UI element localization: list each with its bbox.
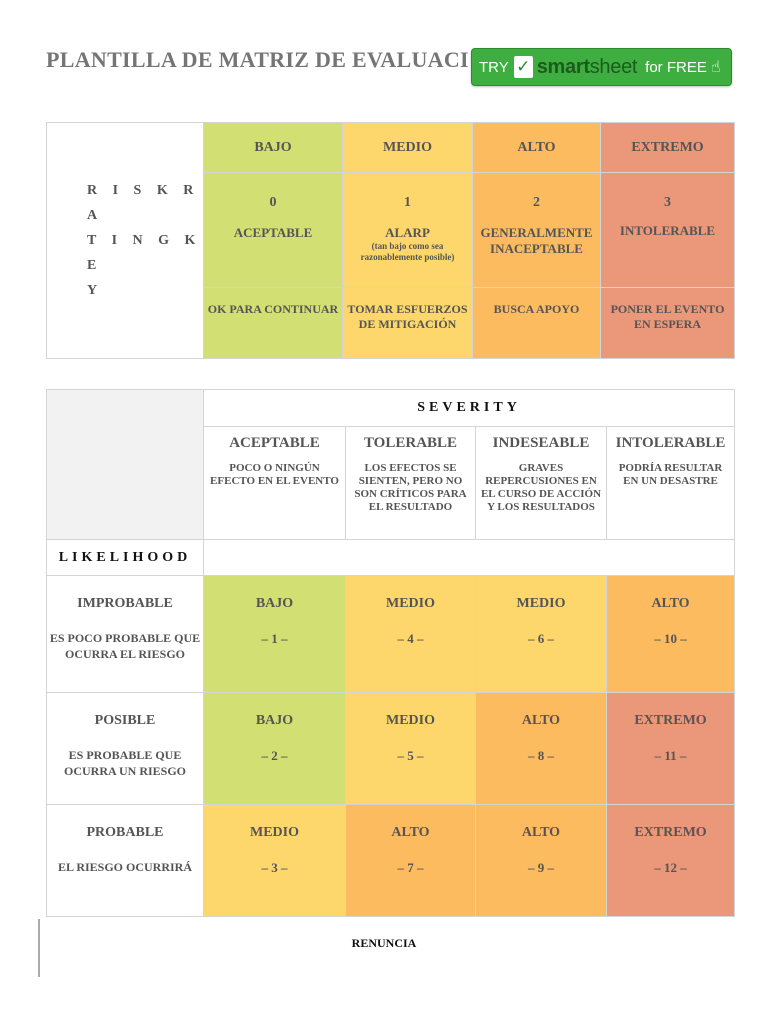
risk-matrix-table: SEVERITY ACEPTABLE POCO O NINGÚN EFECTO E…: [46, 389, 736, 917]
page-title: PLANTILLA DE MATRIZ DE EVALUACI: [46, 47, 469, 72]
matrix-cell: BAJO – 1 –: [203, 575, 346, 693]
likelihood-improbable: IMPROBABLE ES POCO PROBABLE QUE OCURRA EL…: [46, 575, 204, 693]
check-icon: ✓: [513, 56, 533, 78]
smartsheet-logo: smartsheet: [536, 55, 638, 78]
matrix-cell: MEDIO – 4 –: [345, 575, 476, 693]
key-action-extremo: PONER EL EVENTO EN ESPERA: [600, 287, 735, 359]
matrix-cell: MEDIO – 5 –: [345, 692, 476, 805]
matrix-corner-cell: [46, 389, 204, 540]
smartsheet-try-free-button[interactable]: TRY ✓ smartsheet for FREE ☝: [471, 48, 732, 86]
key-value-extremo: 3 INTOLERABLE: [600, 172, 735, 288]
likelihood-header: LIKELIHOOD: [46, 539, 204, 576]
key-level-alto: ALTO: [472, 122, 601, 173]
severity-header: SEVERITY: [202, 389, 736, 427]
disclaimer-heading: RENUNCIA: [351, 936, 417, 950]
likelihood-header-spacer: [202, 539, 736, 576]
matrix-cell: ALTO – 8 –: [475, 692, 607, 805]
matrix-cell: EXTREMO – 11 –: [605, 692, 736, 805]
hand-cursor-icon: ☝: [710, 59, 721, 76]
severity-aceptable: ACEPTABLE POCO O NINGÚN EFECTO EN EL EVEN…: [203, 426, 346, 540]
matrix-cell: ALTO – 9 –: [475, 804, 607, 917]
key-action-medio: TOMAR ESFUERZOS DE MITIGACIÓN: [342, 287, 473, 359]
banner-free-label: for FREE: [645, 58, 707, 76]
key-level-extremo: EXTREMO: [600, 122, 735, 173]
likelihood-posible: POSIBLE ES PROBABLE QUE OCURRA UN RIESGO: [46, 692, 204, 805]
key-value-alto: 2 GENERALMENTE INACEPTABLE: [472, 172, 601, 288]
matrix-cell: ALTO – 10 –: [605, 575, 736, 693]
key-action-bajo: OK PARA CONTINUAR: [203, 287, 343, 359]
key-value-medio: 1 ALARP (tan bajo como sea razonablemente …: [342, 172, 473, 288]
severity-intolerable: INTOLERABLE PODRÍA RESULTAR EN UN DESASTR…: [605, 426, 736, 540]
matrix-cell: MEDIO – 6 –: [475, 575, 607, 693]
banner-try-label: TRY: [479, 58, 509, 76]
severity-tolerable: TOLERABLE LOS EFECTOS SE SIENTEN, PERO NO…: [345, 426, 476, 540]
key-level-medio: MEDIO: [342, 122, 473, 173]
matrix-cell: MEDIO – 3 –: [203, 804, 346, 917]
severity-indeseable: INDESEABLE GRAVES REPERCUSIONES EN EL CUR…: [475, 426, 607, 540]
likelihood-probable: PROBABLE EL RIESGO OCURRIRÁ: [46, 804, 204, 917]
key-action-alto: BUSCA APOYO: [472, 287, 601, 359]
key-value-bajo: 0 ACEPTABLE: [203, 172, 343, 288]
key-level-bajo: BAJO: [203, 122, 343, 173]
matrix-cell: BAJO – 2 –: [203, 692, 346, 805]
matrix-cell: EXTREMO – 12 –: [605, 804, 736, 917]
margin-bar: [38, 919, 40, 977]
matrix-cell: ALTO – 7 –: [345, 804, 476, 917]
